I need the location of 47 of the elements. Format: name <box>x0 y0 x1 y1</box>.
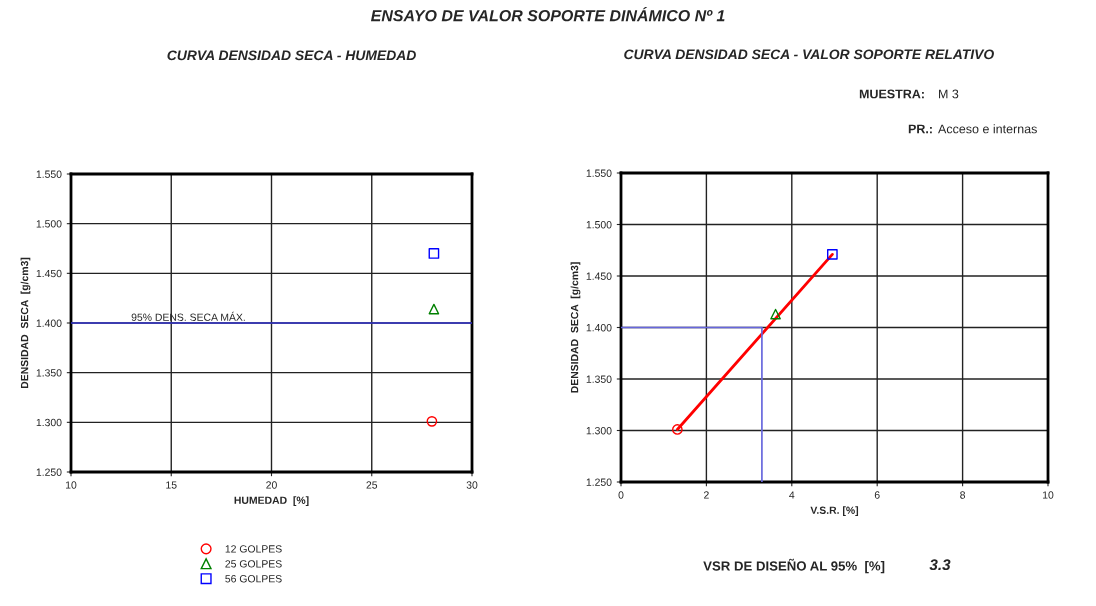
y-tick-label: 1.250 <box>36 468 62 476</box>
y-axis-title: DENSIDAD SECA [g/cm3] <box>570 262 581 393</box>
x-tick-label: 10 <box>1043 491 1054 499</box>
text: M 3 <box>939 89 959 99</box>
y-tick-label: 1.500 <box>36 220 62 228</box>
x-tick-label: 0 <box>618 491 624 499</box>
x-tick-label: 10 <box>66 481 77 489</box>
text: PR.: <box>908 124 932 134</box>
y-axis-title: DENSIDAD SECA [g/cm3] <box>20 257 31 389</box>
x-tick-label: 2 <box>704 491 709 499</box>
chart-title: CURVA DENSIDAD SECA - VALOR SOPORTE RELATIVO <box>624 49 994 60</box>
point <box>770 308 781 320</box>
y-tick-label: 1.450 <box>36 269 62 278</box>
x-tick-label: 20 <box>266 481 277 489</box>
x-axis-title: HUMEDAD [%] <box>234 496 309 506</box>
text: MUESTRA: <box>859 89 924 99</box>
legend-label: 12 GOLPES <box>225 545 282 553</box>
y-tick-label: 1.550 <box>36 170 62 178</box>
point <box>827 249 838 260</box>
y-tick-label: 1.450 <box>586 272 612 280</box>
x-tick-label: 25 <box>366 481 378 489</box>
y-tick-label: 1.300 <box>586 427 612 435</box>
y-tick-label: 1.350 <box>586 375 612 383</box>
y-tick-label: 1.400 <box>36 319 62 327</box>
point <box>428 248 440 259</box>
y-tick-label: 1.300 <box>36 418 62 427</box>
x-tick-label: 4 <box>789 491 795 499</box>
y-tick-label: 1.550 <box>586 169 612 177</box>
y-tick-label: 1.500 <box>586 221 612 229</box>
text: 3.3 <box>929 559 951 571</box>
x-tick-label: 8 <box>960 491 966 499</box>
x-tick-label: 15 <box>166 481 177 489</box>
legend-label: 25 GOLPES <box>225 560 282 568</box>
y-tick-label: 1.400 <box>586 324 612 332</box>
legend-label: 56 GOLPES <box>225 575 282 583</box>
x-tick-label: 30 <box>466 481 478 489</box>
text: ENSAYO DE VALOR SOPORTE DINÁMICO Nº 1 <box>370 7 725 22</box>
point <box>426 415 438 427</box>
chart-title: CURVA DENSIDAD SECA - HUMEDAD <box>167 50 416 61</box>
text: VSR DE DISEÑO AL 95% [%] <box>703 558 885 574</box>
y-tick-label: 1.350 <box>36 369 62 377</box>
point <box>428 303 440 315</box>
text: Acceso e internas <box>938 124 1037 134</box>
point <box>672 424 683 435</box>
y-tick-label: 1.250 <box>586 478 612 486</box>
x-tick-label: 6 <box>874 491 880 499</box>
x-axis-title: V.S.R. [%] <box>810 506 859 516</box>
